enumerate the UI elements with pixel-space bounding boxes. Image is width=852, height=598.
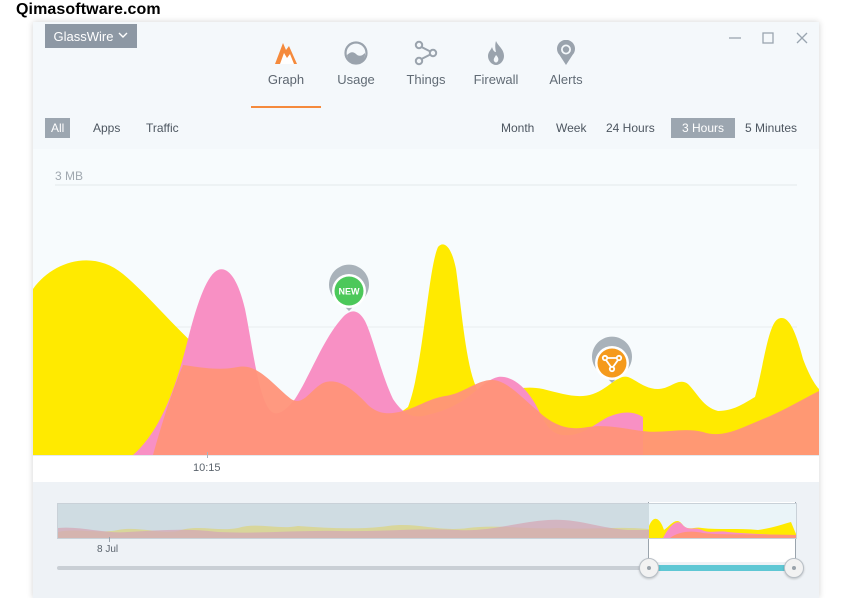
traffic-graph[interactable]: 3 MB NEW [33, 149, 819, 455]
close-button[interactable] [792, 28, 812, 48]
close-icon [796, 32, 808, 44]
chevron-down-icon [118, 30, 128, 43]
scale-label: 3 MB [55, 169, 83, 183]
graph-icon [275, 43, 297, 64]
time-axis: 10:15 [33, 452, 819, 482]
new-app-marker[interactable]: NEW [322, 253, 370, 311]
range-24-hours-button[interactable]: 24 Hours [606, 121, 655, 135]
time-tick [207, 452, 208, 458]
overlap-series-area [153, 365, 819, 455]
network-device-icon [601, 354, 623, 373]
minimize-icon [729, 37, 741, 39]
watermark-text: Qimasoftware.com [16, 1, 161, 18]
handle-grip-icon [792, 566, 796, 570]
usage-icon [344, 41, 368, 65]
traffic-graph-canvas: 3 MB NEW [33, 169, 819, 455]
filter-toolbar: All Apps Traffic Month Week 24 Hours 3 H… [33, 108, 819, 150]
range-3-hours-button[interactable]: 3 Hours [671, 118, 735, 138]
new-marker-label: NEW [339, 287, 361, 297]
tab-things-label: Things [406, 72, 446, 87]
tab-alerts-label: Alerts [549, 72, 583, 87]
maximize-icon [762, 32, 774, 44]
range-month-button[interactable]: Month [501, 121, 535, 135]
tab-usage[interactable]: Usage [321, 40, 391, 87]
things-icon [414, 40, 438, 66]
maximize-button[interactable] [758, 28, 778, 48]
date-label: 8 Jul [97, 544, 119, 555]
device-alert-marker[interactable] [592, 336, 633, 383]
tab-firewall-label: Firewall [473, 72, 519, 87]
date-tick [109, 537, 110, 542]
tab-alerts[interactable]: Alerts [531, 40, 601, 87]
filter-apps-button[interactable]: Apps [93, 121, 121, 135]
active-tab-indicator [251, 106, 321, 108]
alerts-icon [557, 40, 575, 65]
tab-graph[interactable]: Graph [251, 40, 321, 87]
tab-things[interactable]: Things [391, 40, 461, 87]
range-slider-track[interactable] [57, 566, 795, 570]
filter-all-button[interactable]: All [45, 118, 71, 138]
range-start-handle[interactable] [639, 558, 659, 578]
timeline-overview: 8 Jul [33, 482, 819, 598]
filter-traffic-button[interactable]: Traffic [146, 121, 179, 135]
firewall-icon [488, 41, 504, 65]
app-window: GlassWire Graph Us [33, 22, 819, 598]
range-slider-fill [648, 565, 794, 571]
range-end-handle[interactable] [784, 558, 804, 578]
overview-graph[interactable] [57, 503, 797, 539]
tab-graph-label: Graph [267, 72, 305, 87]
tab-usage-label: Usage [337, 72, 375, 87]
range-week-button[interactable]: Week [556, 121, 587, 135]
time-label: 10:15 [193, 462, 221, 474]
overview-graph-canvas [58, 504, 796, 538]
title-bar: GlassWire Graph Us [33, 22, 819, 109]
minimize-button[interactable] [725, 28, 745, 48]
app-menu-label: GlassWire [53, 28, 114, 44]
range-5-minutes-button[interactable]: 5 Minutes [745, 121, 798, 135]
tab-firewall[interactable]: Firewall [461, 40, 531, 87]
handle-grip-icon [647, 566, 651, 570]
app-menu-button[interactable]: GlassWire [45, 24, 137, 48]
